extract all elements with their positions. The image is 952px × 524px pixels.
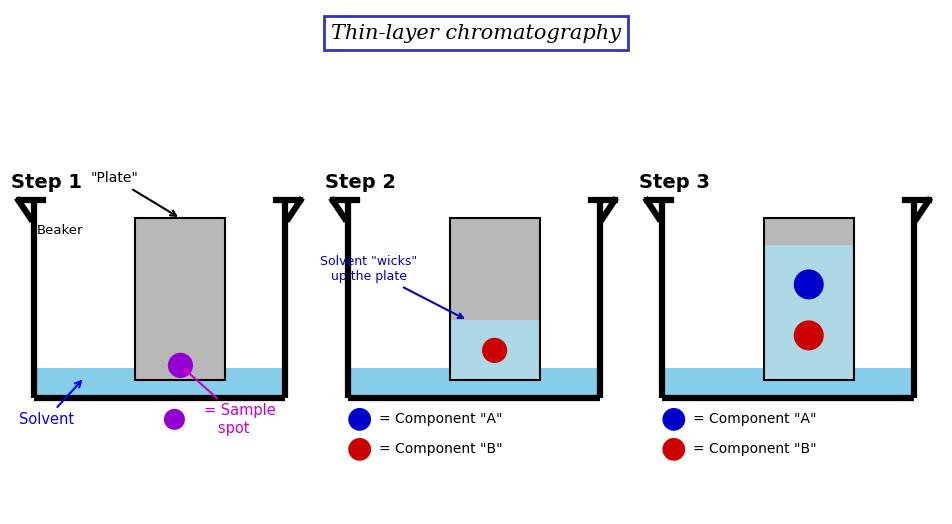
Circle shape (164, 409, 185, 430)
Circle shape (168, 353, 193, 378)
Circle shape (482, 338, 507, 363)
Bar (764, 219, 854, 245)
Bar (764, 245, 854, 380)
Text: = Component "B": = Component "B" (379, 442, 503, 456)
Text: Solvent: Solvent (18, 381, 81, 427)
Text: Step 3: Step 3 (640, 173, 710, 192)
Text: Step 1: Step 1 (11, 173, 82, 192)
Bar (347, 368, 600, 398)
Bar (449, 219, 540, 320)
Text: Thin-layer chromatography: Thin-layer chromatography (331, 24, 621, 42)
Text: = Sample
   spot: = Sample spot (185, 369, 276, 435)
Bar (764, 219, 854, 380)
Circle shape (348, 408, 371, 431)
Text: Beaker: Beaker (36, 224, 83, 237)
Circle shape (663, 438, 685, 461)
Circle shape (794, 320, 823, 351)
Text: Step 2: Step 2 (326, 173, 396, 192)
Circle shape (348, 438, 371, 461)
Text: "Plate": "Plate" (90, 171, 176, 216)
Bar (662, 368, 914, 398)
Bar (449, 320, 540, 380)
Bar (449, 219, 540, 380)
Text: Solvent "wicks"
up the plate: Solvent "wicks" up the plate (320, 255, 463, 318)
Bar (135, 219, 226, 380)
Text: = Component "B": = Component "B" (693, 442, 817, 456)
Circle shape (663, 408, 685, 431)
Bar (135, 219, 226, 380)
Bar (33, 368, 286, 398)
Text: = Component "A": = Component "A" (693, 412, 817, 427)
Circle shape (794, 269, 823, 299)
Text: = Component "A": = Component "A" (379, 412, 503, 427)
